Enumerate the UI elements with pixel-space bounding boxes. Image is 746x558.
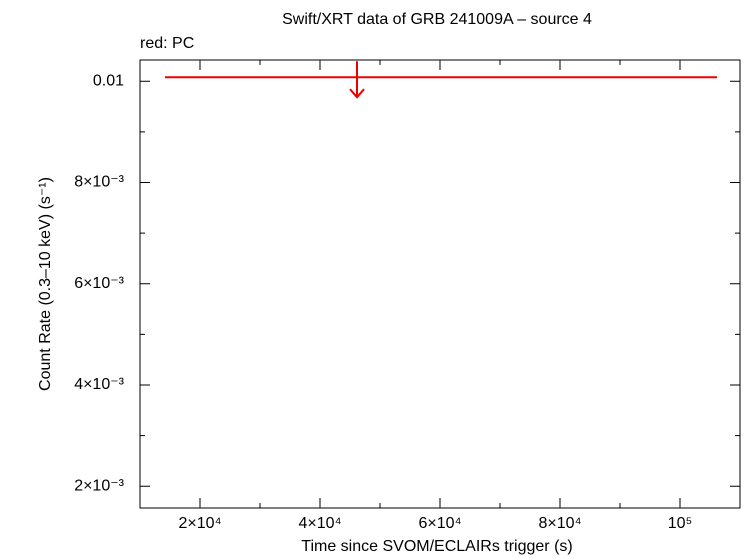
- y-tick-label: 8×10⁻³: [74, 174, 124, 191]
- y-tick-label: 4×10⁻³: [74, 376, 124, 393]
- y-tick-label: 2×10⁻³: [74, 477, 124, 494]
- chart-title: Swift/XRT data of GRB 241009A – source 4: [282, 11, 592, 28]
- x-tick-label: 4×10⁴: [299, 515, 342, 532]
- y-tick-label: 0.01: [93, 72, 124, 89]
- annotation: red: PC: [140, 35, 194, 52]
- x-tick-label: 2×10⁴: [179, 515, 222, 532]
- y-tick-label: 6×10⁻³: [74, 275, 124, 292]
- x-tick-label: 6×10⁴: [419, 515, 462, 532]
- x-tick-label: 10⁵: [668, 515, 692, 532]
- plot-frame: [139, 59, 741, 509]
- x-tick-label: 8×10⁴: [539, 515, 582, 532]
- y-axis-label: Count Rate (0.3–10 keV) (s⁻¹): [37, 177, 54, 391]
- x-axis-label: Time since SVOM/ECLAIRs trigger (s): [301, 538, 572, 555]
- upper-limit-arrow: [349, 61, 365, 99]
